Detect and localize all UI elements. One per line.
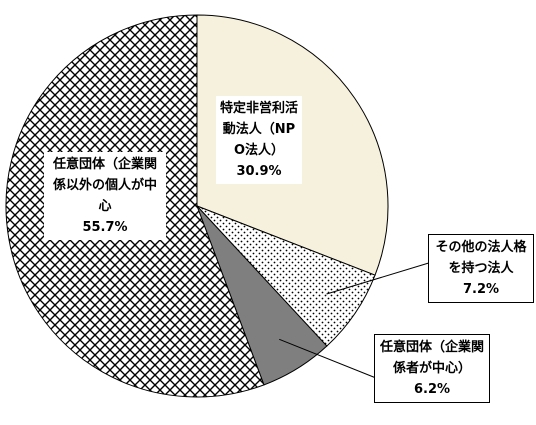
category-label: その他の法人格を持つ法人 — [435, 240, 527, 276]
slice-label: その他の法人格を持つ法人 7.2% — [428, 234, 534, 303]
category-label: 特定非営利活動法人（NPO法人） — [220, 101, 299, 158]
slice-label: 任意団体（企業関係者が中心） 6.2% — [374, 334, 490, 403]
value-label: 6.2% — [413, 382, 451, 397]
leader-line — [279, 338, 377, 379]
category-label: 任意団体（企業関係以外の個人が中心 — [52, 157, 157, 214]
value-label: 7.2% — [462, 282, 500, 297]
slice-label: 特定非営利活動法人（NPO法人） 30.9% — [216, 96, 302, 184]
category-label: 任意団体（企業関係者が中心） — [379, 340, 484, 376]
leader-line — [326, 261, 433, 295]
value-label: 55.7% — [82, 220, 128, 235]
slice-label: 任意団体（企業関係以外の個人が中心 55.7% — [44, 152, 166, 240]
value-label: 30.9% — [236, 164, 282, 179]
